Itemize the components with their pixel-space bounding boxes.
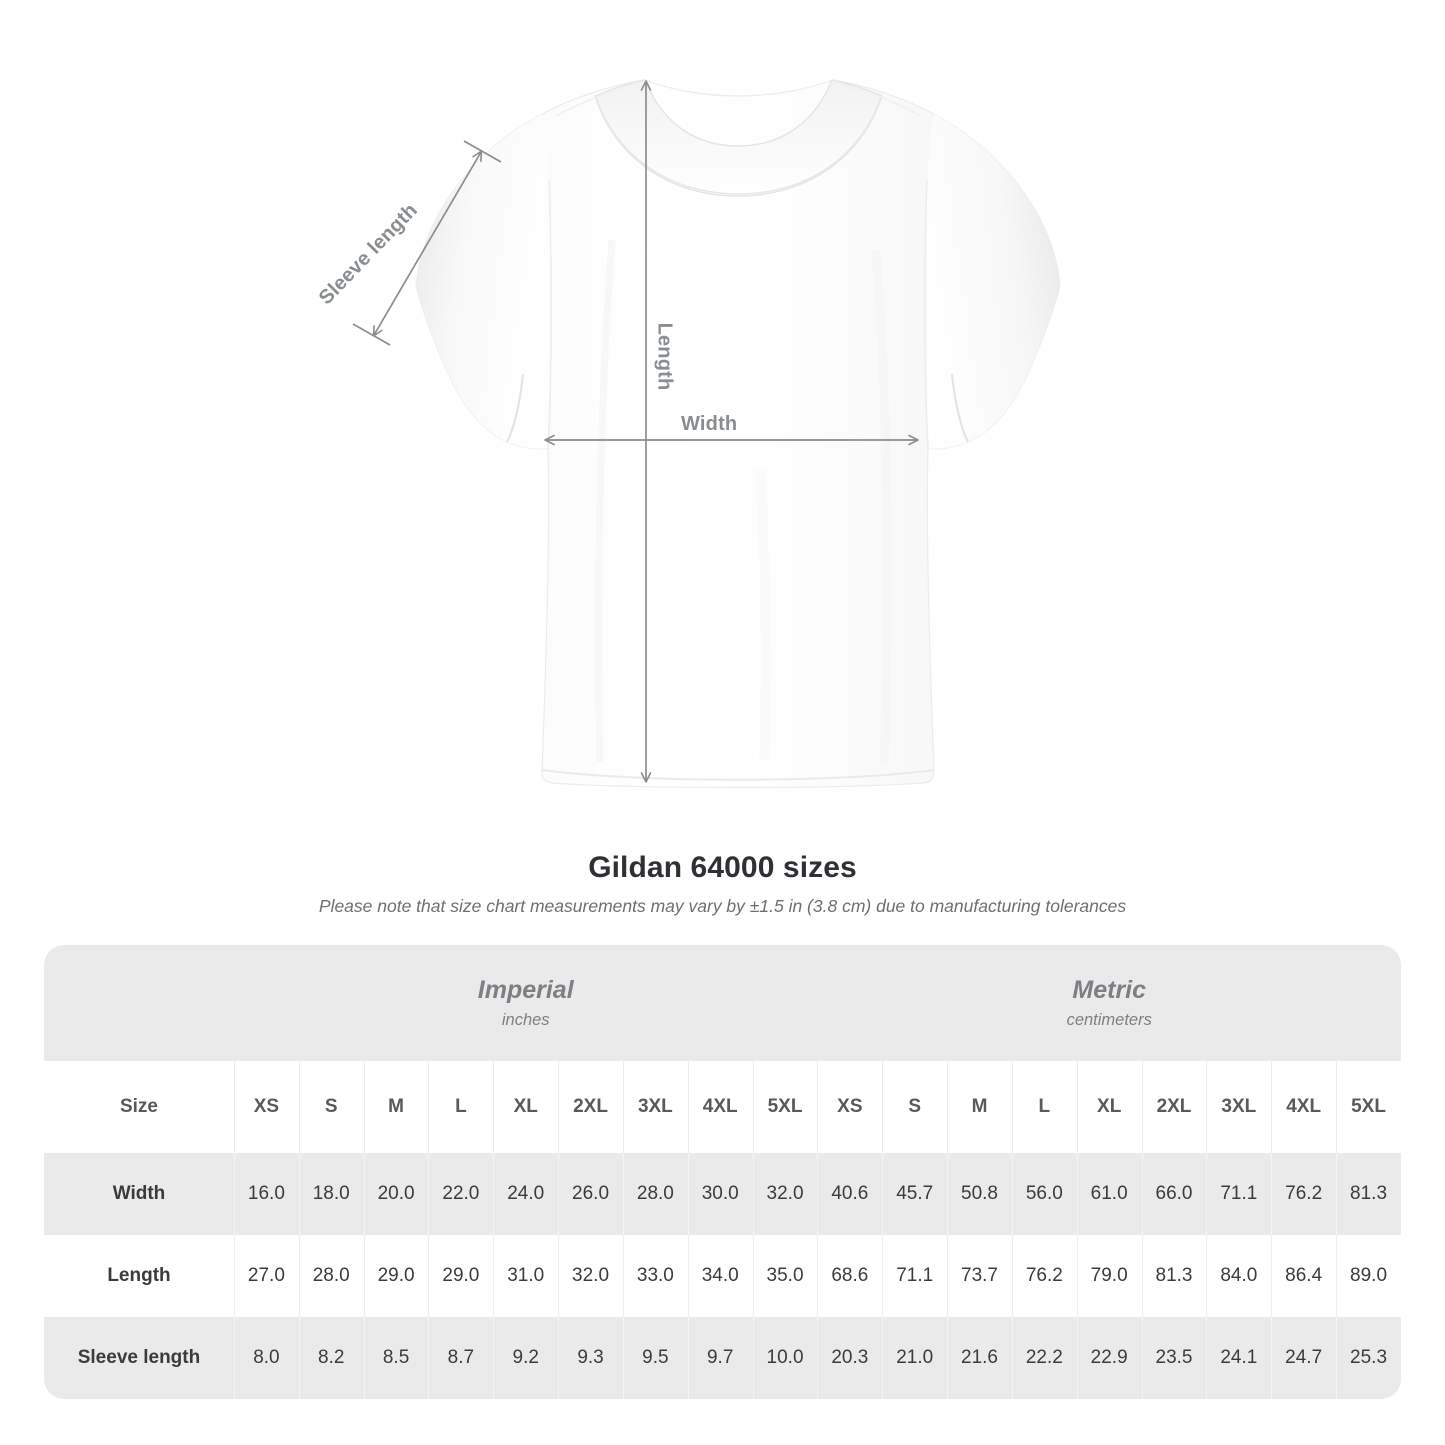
measurement-cell: 9.2 [493, 1317, 559, 1399]
measurement-cell: 33.0 [622, 1235, 688, 1317]
size-chart-table: Imperial inches Metric centimeters Size XS S M L… [44, 945, 1401, 1399]
measurement-cell: 16.0 [233, 1153, 299, 1235]
measurement-cell: 81.3 [1336, 1153, 1401, 1235]
unit-banner-row: Imperial inches Metric centimeters [44, 945, 1401, 1061]
measurement-cell: 21.6 [947, 1317, 1012, 1399]
measurement-cell: 27.0 [233, 1235, 299, 1317]
measurement-cell: 20.3 [817, 1317, 883, 1399]
measurement-cell: 89.0 [1336, 1235, 1401, 1317]
size-header-cell: 3XL [1206, 1061, 1272, 1153]
measurement-cell: 73.7 [947, 1235, 1012, 1317]
measurement-cell: 66.0 [1141, 1153, 1207, 1235]
row-label: Width [44, 1153, 234, 1235]
measurement-cell: 21.0 [882, 1317, 948, 1399]
measurement-cell: 9.5 [622, 1317, 688, 1399]
unit-subtitle: inches [501, 1011, 550, 1030]
measurement-cell: 56.0 [1011, 1153, 1077, 1235]
measurement-cell: 24.0 [493, 1153, 559, 1235]
measurement-cell: 76.2 [1271, 1153, 1337, 1235]
table-row: Length 27.0 28.0 29.0 29.0 31.0 32.0 33.0 34.0 35… [44, 1235, 1401, 1317]
measurement-cell: 23.5 [1141, 1317, 1207, 1399]
measurement-cell: 84.0 [1206, 1235, 1272, 1317]
measurement-cell: 32.0 [752, 1153, 818, 1235]
unit-name: Imperial [477, 975, 574, 1004]
measurement-cell: 79.0 [1076, 1235, 1142, 1317]
measurement-cell: 28.0 [622, 1153, 688, 1235]
measurement-cell: 76.2 [1011, 1235, 1077, 1317]
unit-name: Metric [1072, 975, 1147, 1004]
measurement-cell: 71.1 [882, 1235, 948, 1317]
measurement-cell: 40.6 [817, 1153, 883, 1235]
size-header-cell: 4XL [1271, 1061, 1337, 1153]
size-header-cell: 4XL [687, 1061, 753, 1153]
size-header-cell: 5XL [1336, 1061, 1401, 1153]
measurement-cell: 28.0 [298, 1235, 364, 1317]
unit-banner-spacer [44, 945, 234, 1061]
measurement-cell: 24.1 [1206, 1317, 1272, 1399]
size-column-header: Size [44, 1061, 234, 1153]
measurement-cell: 10.0 [752, 1317, 818, 1399]
measurement-cell: 8.2 [298, 1317, 364, 1399]
measurement-cell: 29.0 [363, 1235, 429, 1317]
tshirt-illustration: Sleeve length Length Width [315, 79, 1061, 789]
size-header-row: Size XS S M L XL 2XL 3XL 4XL 5XL XS S M L XL 2XL 3XL 4XL 5… [44, 1061, 1401, 1153]
measurement-cell: 81.3 [1141, 1235, 1207, 1317]
unit-subtitle: centimeters [1066, 1011, 1152, 1030]
size-chart-table-wrapper: Imperial inches Metric centimeters Size XS S M L… [44, 945, 1401, 1399]
measurement-cell: 24.7 [1271, 1317, 1337, 1399]
table-row: Width 16.0 18.0 20.0 22.0 24.0 26.0 28.0 30.0 32.… [44, 1153, 1401, 1235]
measurement-cell: 68.6 [817, 1235, 883, 1317]
measurement-cell: 9.3 [558, 1317, 623, 1399]
measurement-cell: 26.0 [558, 1153, 623, 1235]
length-dimension-label: Length [653, 322, 676, 391]
measurement-cell: 9.7 [687, 1317, 753, 1399]
size-header-cell: M [947, 1061, 1012, 1153]
measurement-cell: 29.0 [428, 1235, 494, 1317]
measurement-cell: 86.4 [1271, 1235, 1337, 1317]
measurement-cell: 20.0 [363, 1153, 429, 1235]
measurement-cell: 32.0 [558, 1235, 623, 1317]
size-header-cell: XS [817, 1061, 883, 1153]
width-dimension-label: Width [681, 413, 738, 435]
size-header-cell: 2XL [558, 1061, 623, 1153]
row-label: Length [44, 1235, 234, 1317]
measurement-cell: 61.0 [1076, 1153, 1142, 1235]
size-header-cell: L [1011, 1061, 1077, 1153]
size-header-cell: 3XL [622, 1061, 688, 1153]
measurement-cell: 50.8 [947, 1153, 1012, 1235]
measurement-cell: 8.0 [233, 1317, 299, 1399]
measurement-tolerance-note: Please note that size chart measurements… [318, 896, 1127, 916]
unit-header-metric: Metric centimeters [817, 945, 1401, 1061]
unit-header-imperial: Imperial inches [233, 945, 818, 1061]
size-header-cell: XL [493, 1061, 559, 1153]
measurement-cell: 8.5 [363, 1317, 429, 1399]
measurement-cell: 22.9 [1076, 1317, 1142, 1399]
measurement-cell: 22.2 [1011, 1317, 1077, 1399]
page-title: Gildan 64000 sizes [588, 851, 857, 884]
size-header-cell: XS [233, 1061, 299, 1153]
measurement-cell: 71.1 [1206, 1153, 1272, 1235]
measurement-cell: 45.7 [882, 1153, 948, 1235]
size-header-cell: XL [1076, 1061, 1142, 1153]
table-row: Sleeve length 8.0 8.2 8.5 8.7 9.2 9.3 9.5 9.7 10.… [44, 1317, 1401, 1399]
measurement-cell: 8.7 [428, 1317, 494, 1399]
measurement-cell: 25.3 [1336, 1317, 1401, 1399]
size-header-cell: L [428, 1061, 494, 1153]
measurement-cell: 30.0 [687, 1153, 753, 1235]
size-header-cell: S [298, 1061, 364, 1153]
size-header-cell: 2XL [1141, 1061, 1207, 1153]
sleeve-length-arrow [372, 150, 483, 337]
size-header-cell: M [363, 1061, 429, 1153]
shirt-silhouette [415, 79, 1061, 789]
measurement-cell: 22.0 [428, 1153, 494, 1235]
measurement-cell: 18.0 [298, 1153, 364, 1235]
size-header-cell: 5XL [752, 1061, 818, 1153]
row-label: Sleeve length [44, 1317, 234, 1399]
size-header-cell: S [882, 1061, 948, 1153]
measurement-cell: 34.0 [687, 1235, 753, 1317]
measurement-cell: 31.0 [493, 1235, 559, 1317]
dimension-annotations [352, 80, 919, 783]
measurement-cell: 35.0 [752, 1235, 818, 1317]
